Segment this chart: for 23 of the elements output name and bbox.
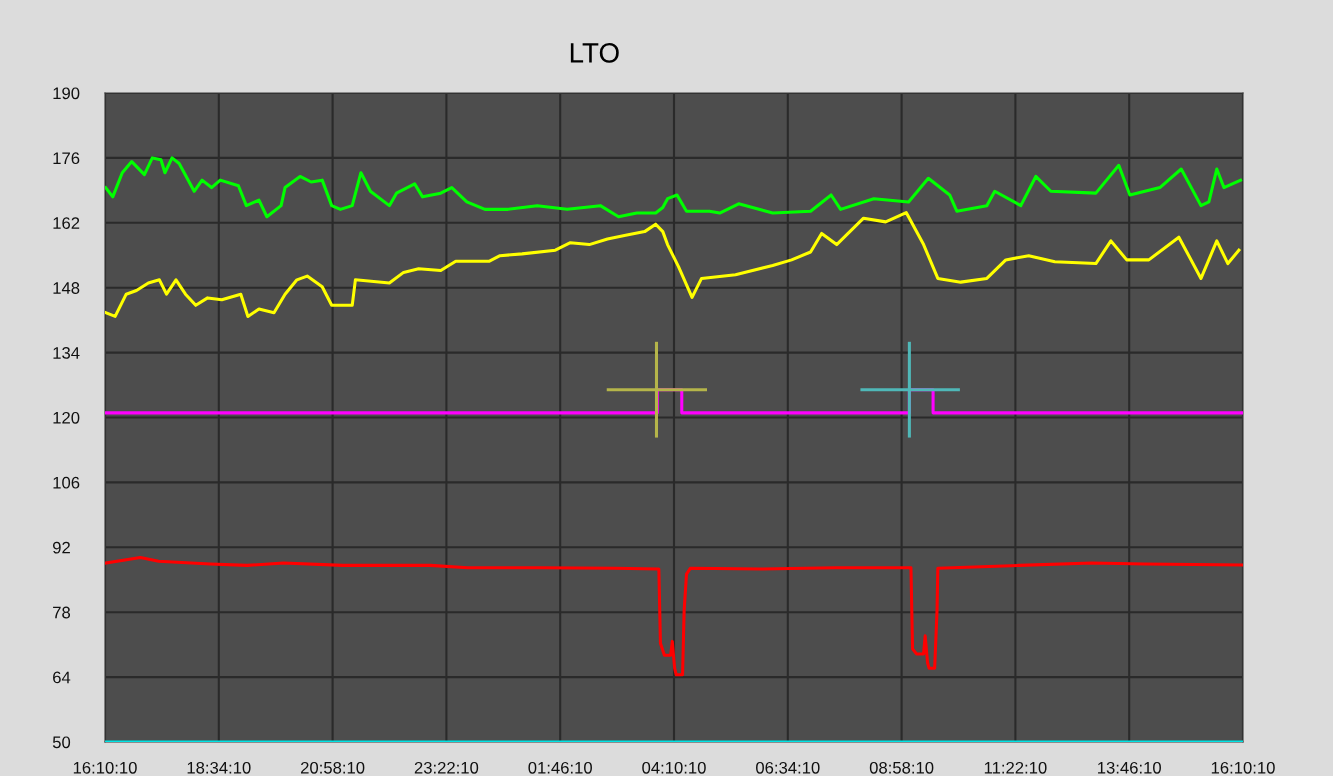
x-tick-label: 16:10:10 <box>73 761 137 774</box>
x-tick-label: 04:10:10 <box>642 761 706 774</box>
x-tick-label: 16:10:10 <box>1211 761 1275 774</box>
x-tick-label: 23:22:10 <box>414 761 479 774</box>
y-tick-label: 78 <box>53 606 71 619</box>
x-tick-label: 11:22:10 <box>984 761 1047 774</box>
chart-title: LTO <box>570 43 619 63</box>
y-tick-label: 120 <box>53 411 80 424</box>
x-tick-label: 06:34:10 <box>756 761 820 774</box>
y-tick-label: 162 <box>53 217 80 229</box>
y-tick-label: 106 <box>53 476 80 489</box>
x-tick-label: 08:58:10 <box>869 761 934 774</box>
y-tick-label: 50 <box>52 736 71 749</box>
y-tick-label: 64 <box>53 671 71 684</box>
y-tick-label: 92 <box>53 541 70 554</box>
y-tick-label: 134 <box>53 347 80 359</box>
y-tick-label: 176 <box>53 152 80 165</box>
x-tick-label: 18:34:10 <box>187 761 251 774</box>
x-tick-label: 13:46:10 <box>1098 761 1161 774</box>
x-tick-label: 01:46:10 <box>528 761 592 774</box>
y-tick-label: 148 <box>53 282 80 294</box>
y-tick-label: 190 <box>53 87 80 100</box>
x-tick-label: 20:58:10 <box>301 761 365 774</box>
